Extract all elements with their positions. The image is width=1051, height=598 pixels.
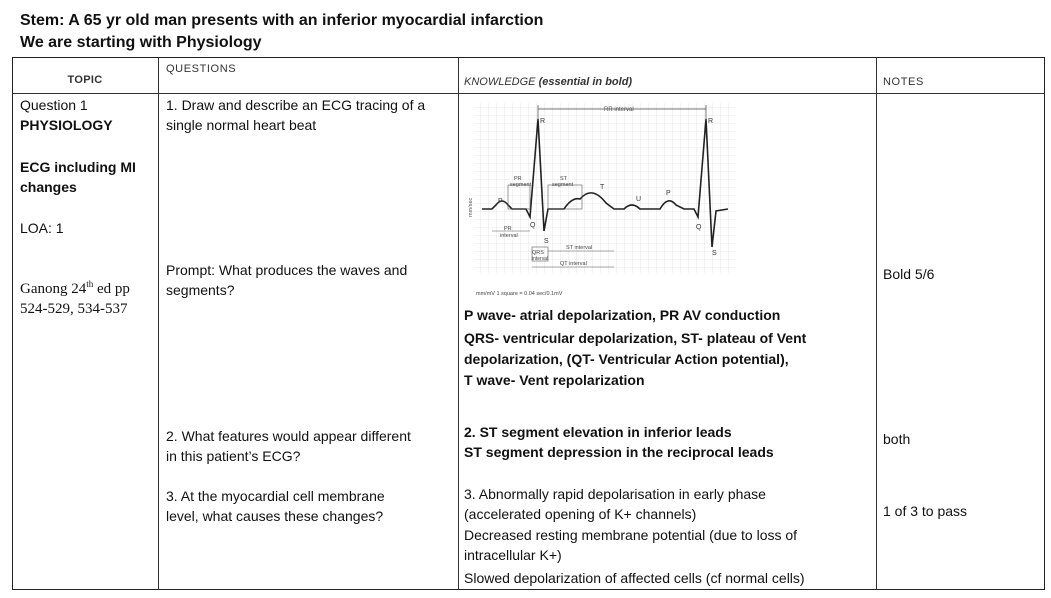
question-2-cont: in this patient’s ECG?	[166, 448, 301, 464]
topic-loa: LOA: 1	[20, 220, 64, 236]
topic-reference-pages: 524-529, 534-537	[20, 301, 128, 317]
p-wave-label: P	[666, 190, 671, 197]
p-wave-label: P	[498, 198, 503, 205]
pr-interval-label: interval	[500, 233, 518, 239]
s-wave-label: S	[544, 238, 549, 245]
knowledge-k-channels: (accelerated opening of K+ channels)	[464, 506, 697, 522]
pr-interval-label: PR	[504, 226, 512, 232]
knowledge-slowed-depolarization: Slowed depolarization of affected cells …	[464, 570, 805, 586]
st-segment-label: segment	[552, 182, 574, 188]
knowledge-st-depression: ST segment depression in the reciprocal …	[464, 444, 774, 460]
s-wave-label: S	[712, 250, 717, 257]
knowledge-resting-potential-cont: intracellular K+)	[464, 547, 562, 563]
qrs-label: QRS	[532, 250, 544, 256]
header-knowledge-label: KNOWLEDGE	[464, 76, 536, 88]
ecg-scale-note: mm/mV 1 square = 0.04 sec/0.1mV	[476, 291, 563, 297]
question-2: 2. What features would appear different	[166, 428, 411, 444]
column-divider	[876, 57, 877, 589]
stem-heading: Stem: A 65 yr old man presents with an i…	[20, 10, 543, 54]
knowledge-depolarisation: 3. Abnormally rapid depolarisation in ea…	[464, 486, 766, 502]
st-segment-label: ST	[560, 176, 568, 182]
knowledge-qrs: QRS- ventricular depolarization, ST- pla…	[464, 330, 807, 346]
topic-focus: ECG including MI	[20, 159, 136, 175]
knowledge-resting-potential: Decreased resting membrane potential (du…	[464, 527, 798, 543]
header-knowledge-note: (essential in bold)	[538, 76, 633, 88]
reference-text: Ganong 24	[20, 281, 87, 297]
knowledge-t-wave: T wave- Vent repolarization	[464, 372, 645, 388]
rubric-table: TOPIC QUESTIONS KNOWLEDGE (essential in …	[12, 57, 1045, 590]
topic-focus-cont: changes	[20, 179, 77, 195]
reference-suffix: ed pp	[93, 281, 130, 297]
pr-segment-box	[507, 184, 531, 210]
rr-label: RR interval	[604, 107, 634, 113]
header-knowledge: KNOWLEDGE (essential in bold)	[464, 69, 632, 95]
knowledge-qrs-cont: depolarization, (QT- Ventricular Action …	[464, 351, 789, 367]
header-questions: QUESTIONS	[166, 63, 237, 75]
column-divider	[158, 57, 159, 589]
st-interval-label: ST interval	[566, 245, 592, 251]
qrs-label: interval	[532, 256, 548, 262]
question-3-cont: level, what causes these changes?	[166, 508, 384, 524]
question-1: 1. Draw and describe an ECG tracing of a	[166, 97, 426, 113]
topic-question: Question 1	[20, 97, 88, 113]
stem-subline: We are starting with Physiology	[20, 34, 262, 51]
ecg-grid	[474, 103, 736, 273]
reference-ordinal: th	[86, 279, 94, 289]
question-prompt-cont: segments?	[166, 282, 235, 298]
topic-reference: Ganong 24th ed pp	[20, 279, 130, 299]
ecg-axis-label: mm/sec	[468, 198, 474, 218]
question-1-cont: single normal heart beat	[166, 117, 317, 133]
column-divider	[458, 57, 459, 589]
note-pass: 1 of 3 to pass	[883, 503, 968, 519]
st-segment-box	[547, 184, 583, 210]
q-wave-label: Q	[696, 224, 702, 231]
t-wave-label: T	[600, 184, 605, 191]
r-wave-label: R	[708, 118, 713, 125]
table-border	[12, 57, 1045, 590]
question-prompt: Prompt: What produces the waves and	[166, 262, 408, 278]
topic-subject: PHYSIOLOGY	[20, 117, 113, 133]
ecg-diagram: RR interval R R P P T U Q Q S S PR segme…	[468, 103, 736, 297]
knowledge-waves: P wave- atrial depolarization, PR AV con…	[464, 307, 781, 323]
qt-interval-label: QT interval	[560, 261, 587, 267]
qrs-box	[531, 246, 549, 262]
r-wave-label: R	[540, 118, 545, 125]
stem-line: Stem: A 65 yr old man presents with an i…	[20, 12, 544, 29]
knowledge-st-elevation: 2. ST segment elevation in inferior lead…	[464, 424, 732, 440]
pr-segment-label: PR	[514, 176, 522, 182]
q-wave-label: Q	[530, 222, 536, 229]
pr-segment-label: segment	[510, 182, 532, 188]
header-notes: NOTES	[883, 76, 924, 88]
note-both: both	[883, 431, 911, 447]
header-topic: TOPIC	[67, 74, 103, 86]
u-wave-label: U	[636, 196, 641, 203]
question-3: 3. At the myocardial cell membrane	[166, 488, 385, 504]
header-divider	[12, 93, 1044, 94]
note-bold: Bold 5/6	[883, 266, 935, 282]
